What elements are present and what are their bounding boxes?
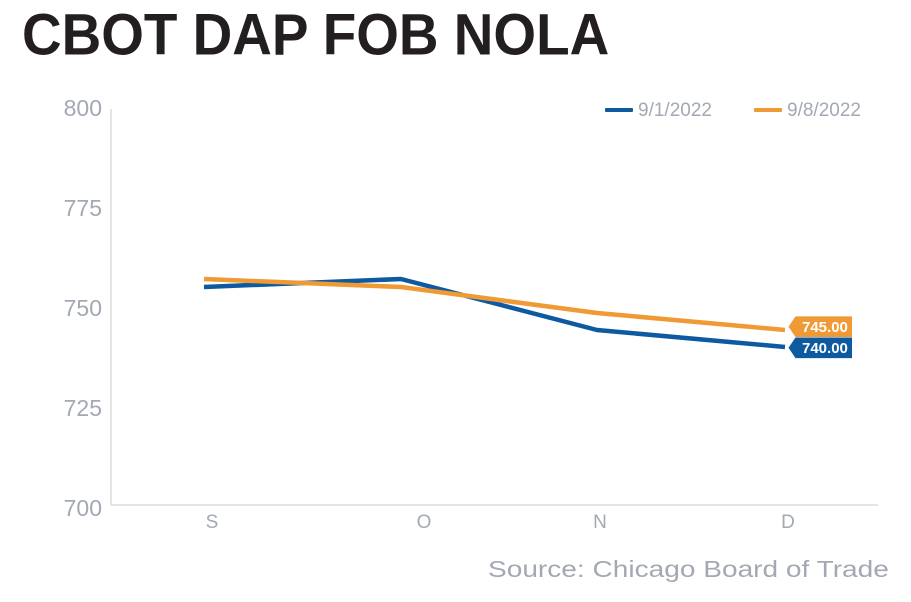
svg-text:745.00: 745.00 [802, 319, 848, 336]
svg-text:740.00: 740.00 [802, 340, 848, 357]
